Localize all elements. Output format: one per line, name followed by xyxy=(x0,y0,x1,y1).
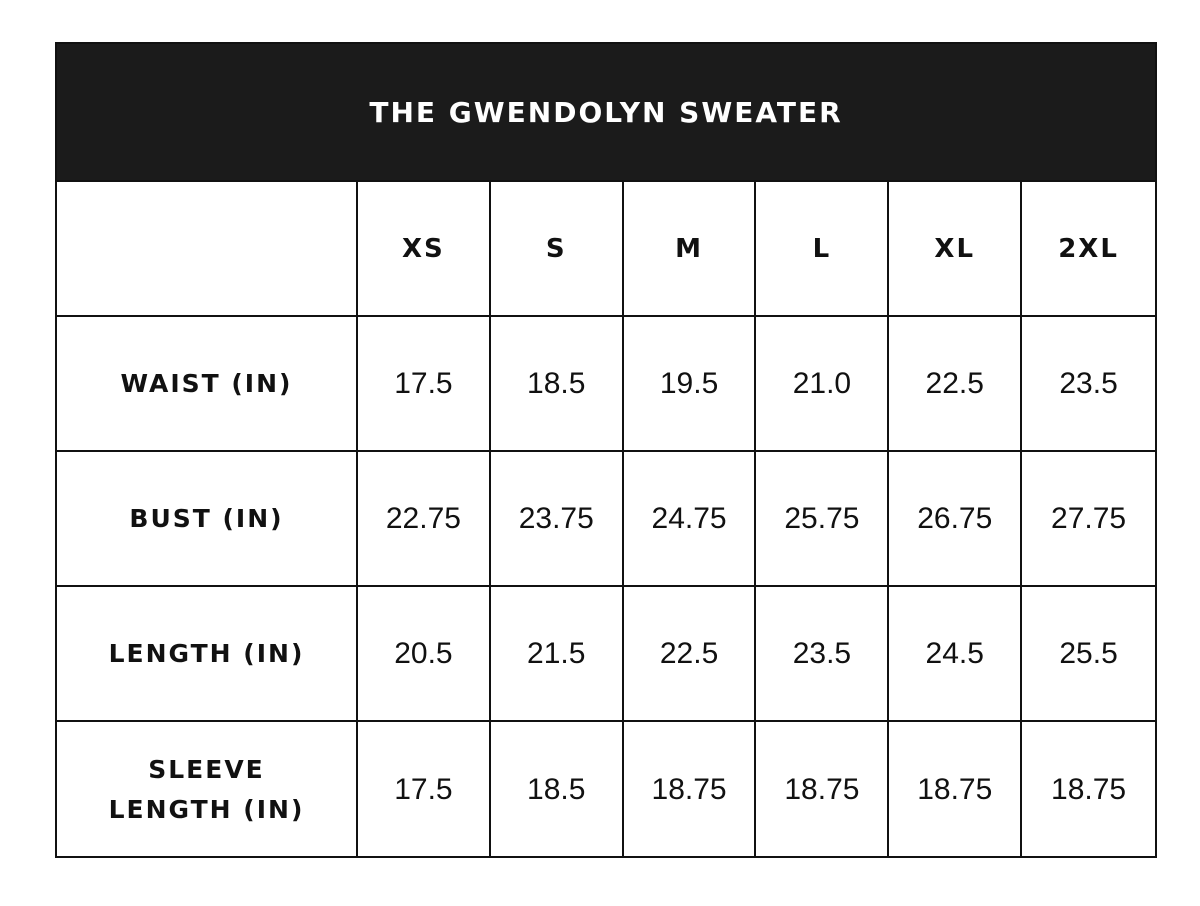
corner-cell xyxy=(57,182,358,317)
measurement: 25.5 xyxy=(1022,587,1155,722)
measurement: 24.75 xyxy=(623,452,757,587)
row-label: LENGTH (IN) xyxy=(57,587,358,722)
measurement: 22.5 xyxy=(889,317,1023,452)
size-header: L xyxy=(756,182,890,317)
measurement: 19.5 xyxy=(623,317,757,452)
measurement: 18.5 xyxy=(491,722,624,857)
measurement: 18.75 xyxy=(624,722,757,857)
measurement: 22.5 xyxy=(623,587,757,722)
row-label: SLEEVE LENGTH (IN) xyxy=(57,722,358,857)
measurement: 22.75 xyxy=(358,452,491,587)
size-header: S xyxy=(490,182,624,317)
size-chart: THE GWENDOLYN SWEATER XS S M L XL 2XL WAIST (I… xyxy=(55,42,1157,858)
title: THE GWENDOLYN SWEATER xyxy=(57,44,1155,182)
measurement: 23.5 xyxy=(756,587,890,722)
size-header: XS xyxy=(358,182,491,317)
row-label: WAIST (IN) xyxy=(57,317,358,452)
measurement: 17.5 xyxy=(358,317,491,452)
measurement: 20.5 xyxy=(358,587,491,722)
measurement: 18.75 xyxy=(889,722,1023,857)
size-header: XL xyxy=(889,182,1023,317)
measurement: 21.5 xyxy=(490,587,624,722)
measurement: 26.75 xyxy=(889,452,1023,587)
size-header: 2XL xyxy=(1022,182,1155,317)
measurement: 27.75 xyxy=(1022,452,1155,587)
measurement: 23.5 xyxy=(1022,317,1155,452)
measurement: 18.75 xyxy=(1051,772,1127,806)
size-header: M xyxy=(623,182,757,317)
measurement: 21.0 xyxy=(756,317,890,452)
measurement: 25.75 xyxy=(756,452,890,587)
measurement: 24.5 xyxy=(889,587,1023,722)
row-label: BUST (IN) xyxy=(57,452,358,587)
measurement: 23.75 xyxy=(490,452,624,587)
measurement: 17.5 xyxy=(358,722,491,857)
size-grid: XS S M L XL 2XL WAIST (IN) 17.5 18.5 19.5 21.0 22.5… xyxy=(57,182,1155,857)
measurement: 18.5 xyxy=(490,317,624,452)
measurement: 18.75 xyxy=(756,722,890,857)
